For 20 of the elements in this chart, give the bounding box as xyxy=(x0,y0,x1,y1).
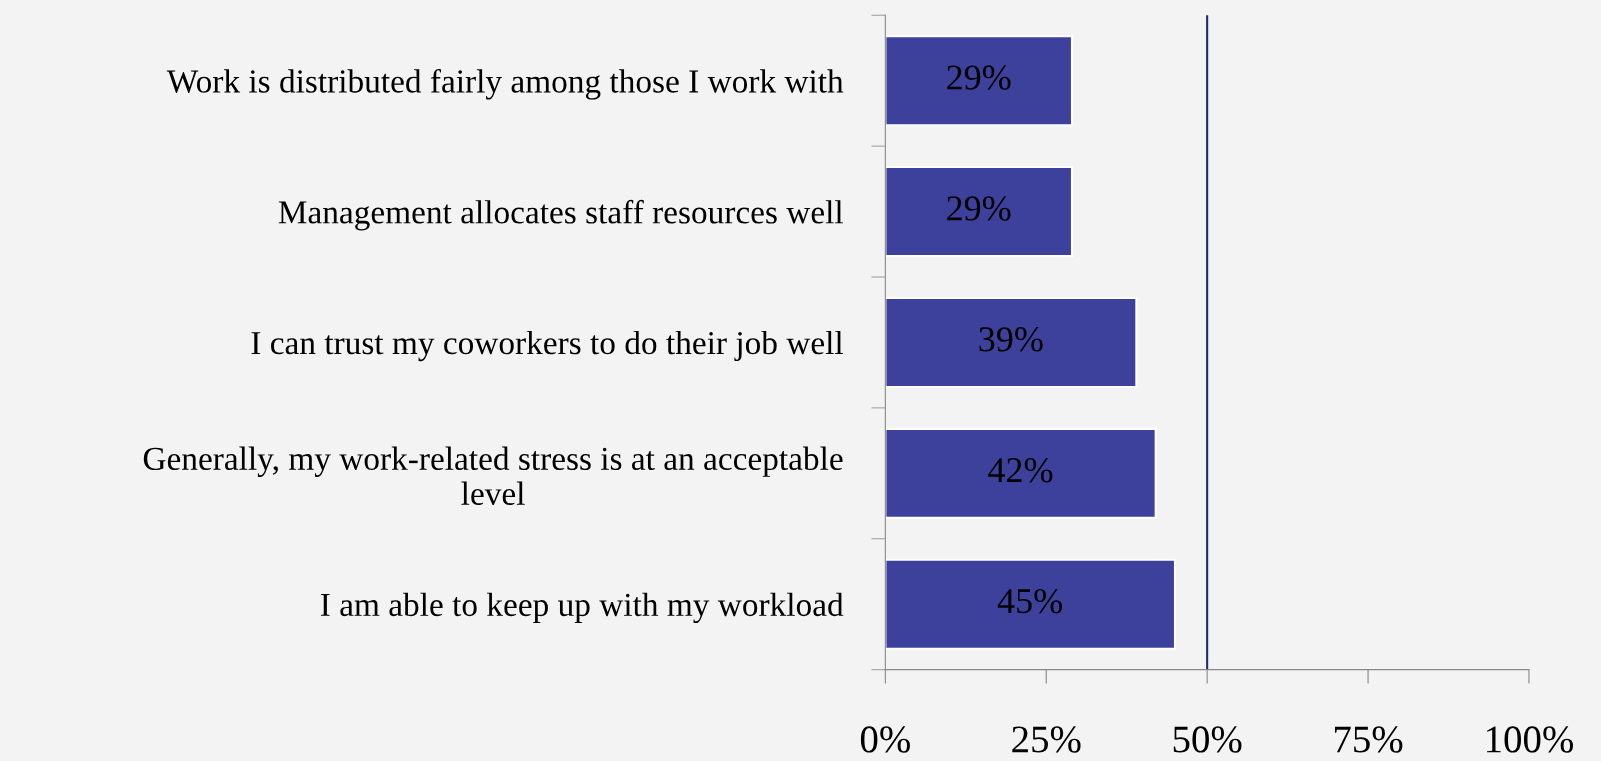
y-tick-label: I can trust my coworkers to do their job well xyxy=(251,330,844,362)
x-tick-label: 50% xyxy=(1173,726,1242,753)
x-tick-label: 25% xyxy=(1012,726,1081,753)
data-label: 39% xyxy=(979,327,1043,352)
bar xyxy=(885,35,1074,127)
y-tick-label: Work is distributed fairly among those I work with xyxy=(166,68,844,100)
x-tick-label: 0% xyxy=(860,726,910,753)
bar xyxy=(885,558,1177,650)
bar xyxy=(885,427,1157,519)
x-tick-label: 100% xyxy=(1487,726,1573,753)
x-tick-label: 75% xyxy=(1334,726,1403,753)
y-tick-label: I am able to keep up with my workload xyxy=(320,592,844,623)
y-tick-label: Generally, my work-related stress is at an acceptable level xyxy=(143,446,843,506)
y-tick-label: Management allocates staff resources well xyxy=(278,199,843,231)
data-label: 29% xyxy=(947,65,1011,90)
data-label: 29% xyxy=(947,196,1011,221)
bar xyxy=(885,296,1138,388)
bar xyxy=(885,166,1074,258)
data-label: 42% xyxy=(988,458,1053,483)
data-label: 45% xyxy=(997,588,1063,614)
